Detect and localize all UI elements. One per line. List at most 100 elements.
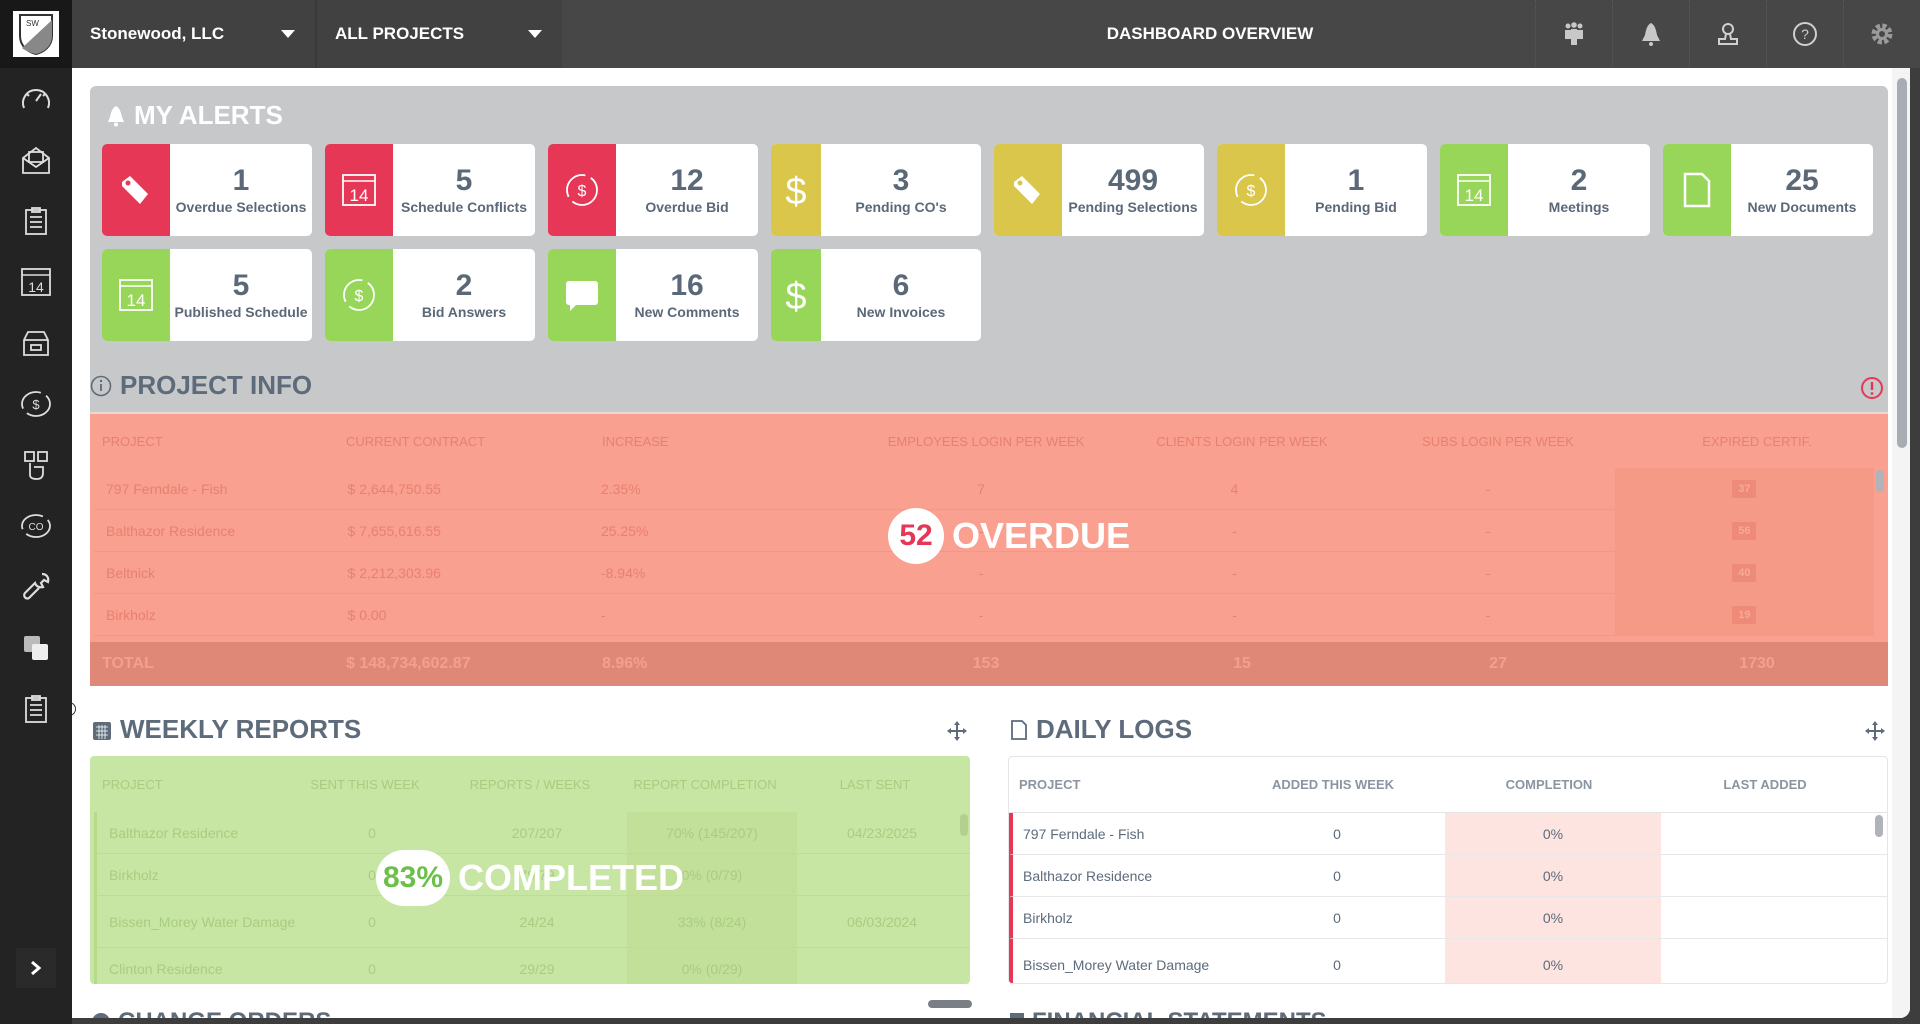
expired-cert-badge[interactable]: 19 xyxy=(1732,605,1757,624)
alert-card-pending-bid[interactable]: $ 1 Pending Bid xyxy=(1217,144,1427,236)
svg-text:?: ? xyxy=(1801,26,1809,42)
alert-card-meetings[interactable]: 14 2 Meetings xyxy=(1440,144,1650,236)
alert-card-bid-answers[interactable]: $ 2 Bid Answers xyxy=(325,249,535,341)
table-header: PROJECT CURRENT CONTRACT INCREASE EMPLOY… xyxy=(102,433,1812,449)
daily-logs-move-handle[interactable] xyxy=(1864,720,1886,747)
table-scrollbar[interactable] xyxy=(1876,470,1884,492)
table-scrollbar[interactable] xyxy=(1875,815,1883,837)
notifications-button[interactable] xyxy=(1612,0,1689,68)
project-filter-select[interactable]: ALL PROJECTS xyxy=(317,0,562,68)
alert-card-overdue-selections[interactable]: 1 Overdue Selections xyxy=(102,144,312,236)
checklist-icon xyxy=(25,694,47,723)
daily-logs-title: DAILY LOGS xyxy=(1010,714,1192,745)
move-icon xyxy=(1865,721,1885,741)
sidebar-item-warranty[interactable] xyxy=(0,556,72,617)
page-title: DASHBOARD OVERVIEW xyxy=(1106,24,1314,43)
table-row[interactable]: Balthazor Residence 0 207/207 70% (145/207)… xyxy=(94,812,970,854)
move-icon xyxy=(947,721,967,741)
tag-icon xyxy=(122,176,148,204)
sidebar-item-todos[interactable] xyxy=(0,190,72,251)
alert-card-new-documents[interactable]: 25 New Documents xyxy=(1663,144,1873,236)
bid-cycle-icon: $ xyxy=(1235,174,1267,206)
sidebar-item-selections[interactable] xyxy=(0,434,72,495)
table-row[interactable]: Birkholz 0 79/79 0% (0/79) xyxy=(94,854,970,896)
comment-icon xyxy=(566,281,598,311)
top-bar: SW Stonewood, LLC ALL PROJECTS DASHBOARD… xyxy=(0,0,1920,68)
sidebar-item-bids[interactable]: $ xyxy=(0,373,72,434)
svg-text:14: 14 xyxy=(127,291,146,310)
bell-icon xyxy=(108,105,124,126)
overdue-alert-button[interactable] xyxy=(1860,376,1884,405)
expired-cert-badge[interactable]: 56 xyxy=(1732,521,1757,540)
alert-card-new-invoices[interactable]: $ 6 New Invoices xyxy=(771,249,981,341)
alert-card-overdue-bid[interactable]: $ 12 Overdue Bid xyxy=(548,144,758,236)
speedometer-icon xyxy=(22,88,50,108)
svg-text:$: $ xyxy=(355,288,364,305)
completed-label: COMPLETED xyxy=(458,857,685,898)
completed-overlay[interactable]: 83% COMPLETED xyxy=(376,850,684,906)
overdue-overlay[interactable]: 52 OVERDUE xyxy=(888,508,1130,564)
bid-cycle-icon: $ xyxy=(21,390,51,417)
table-row[interactable]: 797 Ferndale - Fish $ 2,644,750.55 2.35% 7 4… xyxy=(94,467,1875,510)
chevron-down-icon xyxy=(281,30,295,38)
sidebar-item-reports[interactable] xyxy=(0,678,72,739)
change-order-icon xyxy=(92,1013,110,1018)
table-row[interactable]: Bissen_Morey Water Damage 0 0% xyxy=(1009,939,1887,983)
info-icon xyxy=(90,375,112,396)
sidebar-item-documents[interactable] xyxy=(0,312,72,373)
chevron-right-icon xyxy=(31,960,42,976)
bid-cycle-icon: $ xyxy=(566,174,598,206)
sidebar-item-change-orders[interactable]: CO xyxy=(0,495,72,556)
table-row[interactable]: Birkholz $ 0.00- - - - 19 xyxy=(94,593,1875,636)
shield-logo-icon: SW xyxy=(19,14,53,56)
alert-card-new-comments[interactable]: 16 New Comments xyxy=(548,249,758,341)
logo[interactable]: SW xyxy=(0,0,72,68)
settings-button[interactable] xyxy=(1843,0,1920,68)
sidebar-item-messages[interactable] xyxy=(0,129,72,190)
alert-card-pending-cos[interactable]: $ 3 Pending CO's xyxy=(771,144,981,236)
profile-button[interactable] xyxy=(1689,0,1766,68)
chevron-down-icon xyxy=(528,30,542,38)
calendar-icon: 14 xyxy=(1457,174,1491,206)
team-button[interactable] xyxy=(1535,0,1612,68)
resize-handle[interactable] xyxy=(928,1000,972,1008)
calendar-grid-icon xyxy=(93,721,111,740)
table-row[interactable]: Birkholz 0 0% xyxy=(1009,897,1887,939)
help-button[interactable]: ? xyxy=(1766,0,1843,68)
project-filter-label: ALL PROJECTS xyxy=(335,24,465,43)
table-row[interactable]: Bissen_Morey Water Damage 0 24/24 33% (8/24… xyxy=(94,896,970,948)
sidebar-item-schedule[interactable]: 14 xyxy=(0,251,72,312)
calendar-icon: 14 xyxy=(342,174,376,206)
dollar-icon: $ xyxy=(785,171,806,212)
table-scrollbar[interactable] xyxy=(960,814,968,836)
envelope-icon xyxy=(22,146,50,174)
table-row[interactable]: Balthazor Residence $ 7,655,616.55 25.25% -… xyxy=(94,509,1875,552)
expired-cert-badge[interactable]: 37 xyxy=(1732,479,1757,498)
overdue-count: 52 xyxy=(888,508,944,564)
page-scrollbar[interactable] xyxy=(1892,68,1910,1018)
file-cabinet-icon xyxy=(23,330,49,356)
svg-text:CO: CO xyxy=(29,522,44,533)
change-orders-title: CHANGE ORDERS xyxy=(92,1008,331,1018)
info-icon[interactable]: i xyxy=(72,702,76,716)
sidebar-item-dashboard[interactable] xyxy=(0,68,72,129)
sidebar-expand-button[interactable] xyxy=(16,948,56,988)
table-header: PROJECT ADDED THIS WEEK COMPLETION LAST ADD… xyxy=(1009,757,1887,813)
wrench-icon xyxy=(23,572,50,600)
bell-icon xyxy=(1642,23,1660,46)
table-row[interactable]: Balthazor Residence 0 0% xyxy=(1009,855,1887,897)
expired-cert-badge[interactable]: 40 xyxy=(1732,563,1757,582)
weekly-reports-move-handle[interactable] xyxy=(946,720,968,747)
sidebar: 14 $ CO xyxy=(0,68,72,1024)
company-select[interactable]: Stonewood, LLC xyxy=(72,0,317,68)
alert-card-published-schedule[interactable]: 14 5 Published Schedule xyxy=(102,249,312,341)
page-scrollbar-thumb[interactable] xyxy=(1897,78,1907,448)
table-row[interactable]: Clinton Residence 0 29/29 0% (0/29) xyxy=(94,948,970,984)
document-icon xyxy=(1011,719,1027,740)
alert-card-pending-selections[interactable]: 499 Pending Selections xyxy=(994,144,1204,236)
alert-card-schedule-conflicts[interactable]: 14 5 Schedule Conflicts xyxy=(325,144,535,236)
sidebar-item-files[interactable] xyxy=(0,617,72,678)
table-row[interactable]: 797 Ferndale - Fish 0 0% xyxy=(1009,813,1887,855)
exclamation-circle-icon xyxy=(1861,377,1883,399)
table-row[interactable]: Beltnick $ 2,212,303.96 -8.94% - - - 40 xyxy=(94,551,1875,594)
